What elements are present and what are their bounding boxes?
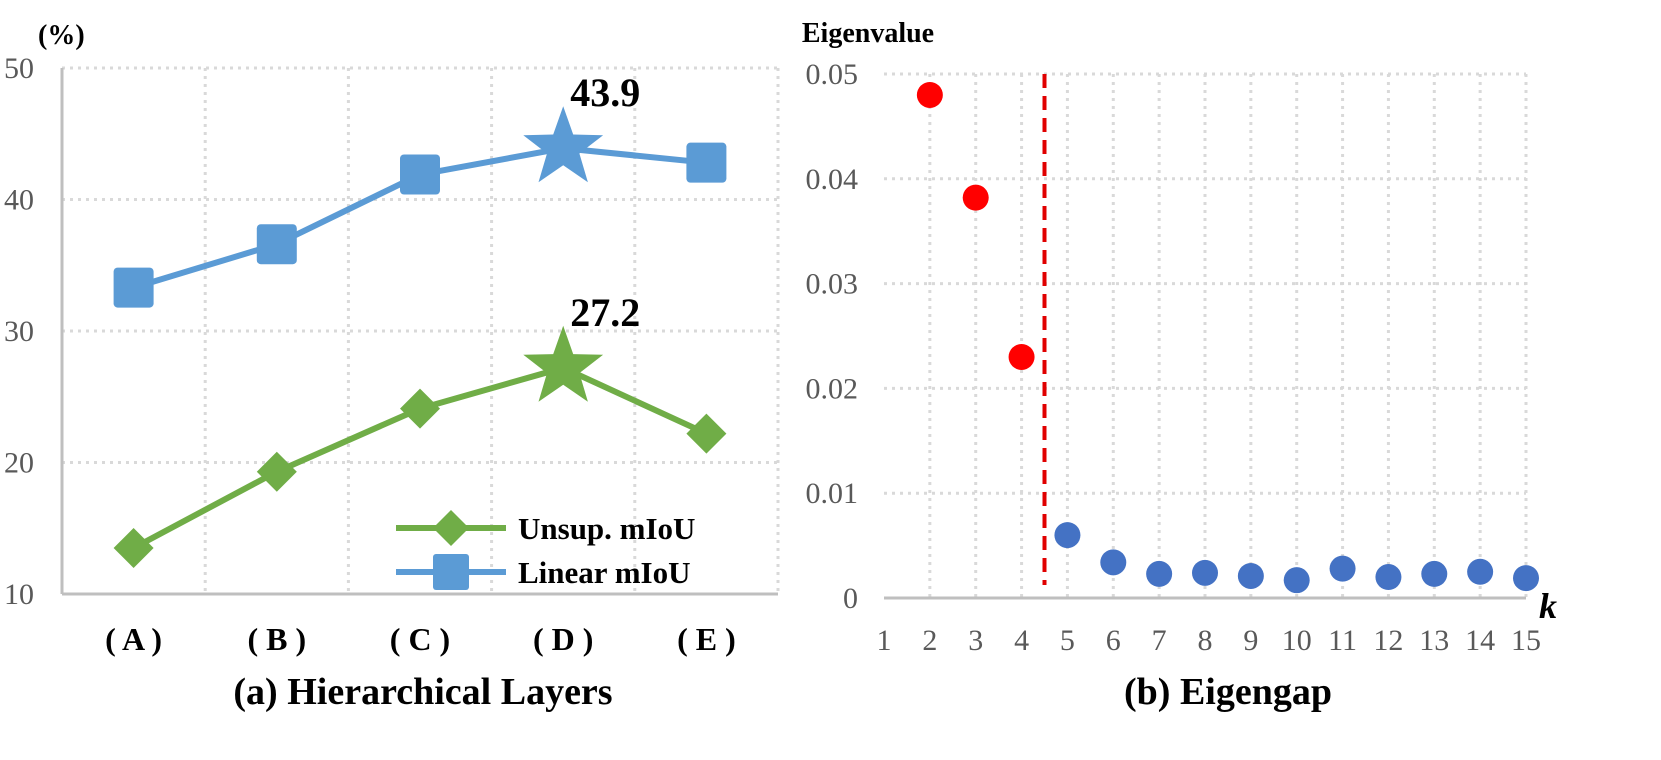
- x-tick-label: 14: [1465, 624, 1495, 657]
- x-tick-label: 5: [1060, 624, 1075, 657]
- diamond-marker: [256, 451, 297, 492]
- x-category-label: ( C ): [390, 621, 450, 657]
- eigenvalue-point: [1100, 549, 1127, 576]
- x-tick-label: 13: [1419, 624, 1449, 657]
- y-tick-label: 30: [4, 315, 34, 348]
- eigenvalue-point: [962, 184, 989, 211]
- eigenvalue-point: [1054, 522, 1081, 549]
- eigenvalue-point: [1513, 565, 1539, 592]
- eigenvalue-point: [1467, 558, 1494, 585]
- square-marker: [256, 224, 297, 265]
- square-marker: [400, 154, 440, 195]
- eigenvalue-point: [1237, 562, 1264, 589]
- y-tick-label: 0.04: [806, 163, 859, 196]
- legend-square-marker: [433, 554, 469, 590]
- eigenvalue-point: [1192, 559, 1218, 586]
- data-label: 27.2: [570, 290, 640, 335]
- x-axis-label: k: [1539, 586, 1557, 626]
- y-tick-label: 0.02: [806, 372, 859, 405]
- chart-hierarchical-layers: 10 20 30 40 50 ( A ) ( B ) ( C ) ( D ) ( E ) (%) (a…: [4, 20, 780, 713]
- star-marker: [523, 325, 604, 402]
- eigenvalue-point: [1283, 567, 1310, 594]
- legend-diamond-marker: [433, 510, 469, 546]
- diamond-marker: [113, 527, 154, 568]
- star-marker: [523, 106, 604, 183]
- y-tick-label: 0.05: [806, 58, 859, 91]
- legend-label: Unsup. mIoU: [518, 511, 695, 546]
- y-tick-label: 40: [4, 184, 34, 217]
- x-tick-label: 9: [1243, 624, 1258, 657]
- x-tick-label: 10: [1282, 624, 1312, 657]
- chart-eigengap: 00.010.020.030.040.051 2 3 4 5 6 7 8 9 10 11 12 13 14…: [802, 18, 1557, 713]
- y-tick-label: 0: [843, 582, 858, 615]
- eigenvalue-point: [1421, 560, 1448, 587]
- eigenvalue-point: [1329, 555, 1356, 582]
- x-tick-label: 2: [922, 624, 937, 657]
- x-category-label: ( A ): [105, 621, 162, 657]
- diamond-marker: [686, 413, 727, 454]
- x-tick-label: 8: [1198, 624, 1213, 657]
- eigenvalue-point: [916, 81, 943, 108]
- x-tick-label: 12: [1373, 624, 1403, 657]
- y-axis-label: Eigenvalue: [802, 18, 934, 49]
- x-tick-label: 7: [1152, 624, 1167, 657]
- y-tick-label: 50: [4, 52, 34, 85]
- data-label: 43.9: [570, 70, 640, 115]
- eigenvalue-point: [1146, 560, 1173, 587]
- y-axis-label: (%): [38, 20, 85, 51]
- diamond-marker: [400, 388, 440, 429]
- eigenvalue-point: [1375, 564, 1402, 591]
- x-tick-label: 1: [877, 624, 892, 657]
- y-tick-label: 10: [4, 578, 34, 611]
- x-tick-label: 6: [1106, 624, 1121, 657]
- x-tick-label: 15: [1511, 624, 1541, 657]
- chart-caption: (b) Eigengap: [1124, 671, 1332, 713]
- square-marker: [686, 142, 727, 183]
- x-tick-label: 3: [968, 624, 983, 657]
- x-category-label: ( E ): [677, 621, 736, 657]
- square-marker: [113, 267, 154, 308]
- x-category-label: ( B ): [247, 621, 306, 657]
- chart-caption: (a) Hierarchical Layers: [233, 671, 612, 713]
- y-tick-label: 0.03: [806, 268, 859, 301]
- y-tick-label: 20: [4, 447, 34, 480]
- legend-label: Linear mIoU: [518, 555, 691, 590]
- y-tick-label: 0.01: [806, 477, 859, 510]
- x-tick-label: 4: [1014, 624, 1029, 657]
- eigenvalue-point: [1008, 343, 1035, 370]
- x-tick-label: 11: [1328, 624, 1357, 657]
- x-category-label: ( D ): [533, 621, 593, 657]
